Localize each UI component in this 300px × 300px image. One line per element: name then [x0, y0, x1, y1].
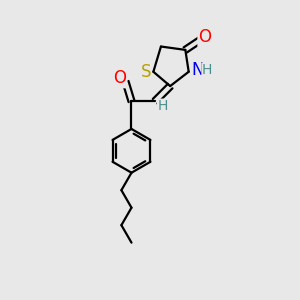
Text: N: N — [192, 61, 204, 79]
Text: O: O — [198, 28, 211, 46]
Text: H: H — [158, 99, 168, 113]
Text: S: S — [140, 63, 151, 81]
Text: O: O — [113, 70, 126, 88]
Text: H: H — [202, 63, 212, 77]
